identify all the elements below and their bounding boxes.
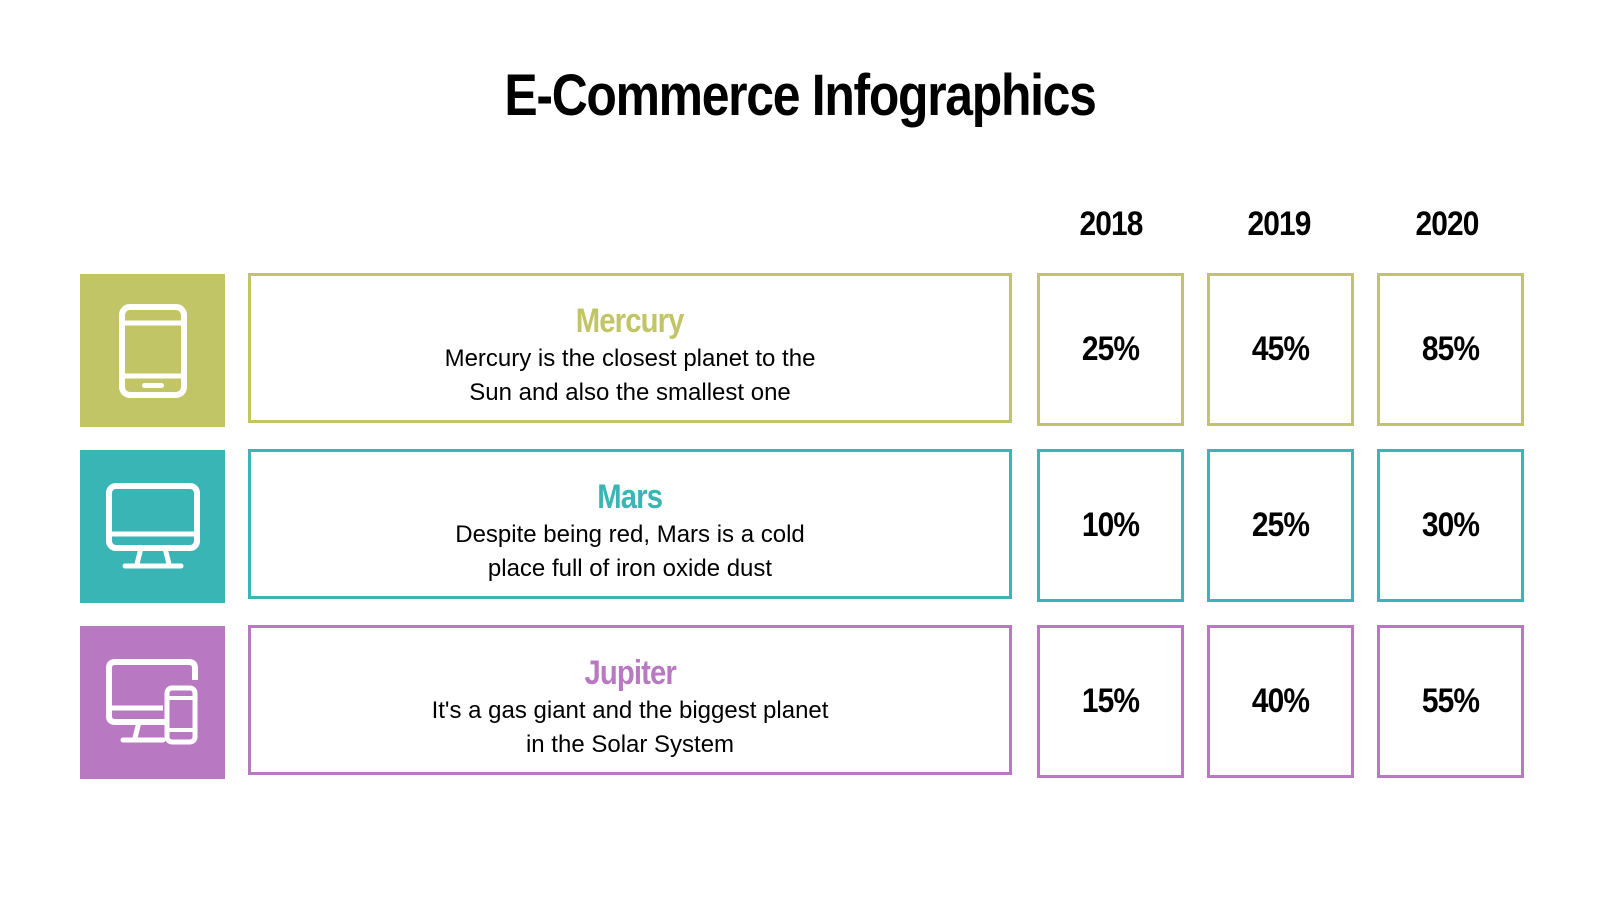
mercury-description-box: Mercury Mercury is the closest planet to… bbox=[248, 273, 1012, 423]
jupiter-value-2018: 15% bbox=[1037, 625, 1184, 778]
mars-value-2019: 25% bbox=[1207, 449, 1354, 602]
mars-description-line1: Despite being red, Mars is a cold bbox=[455, 521, 805, 548]
mars-description-line2: place full of iron oxide dust bbox=[487, 555, 773, 582]
jupiter-description-box: Jupiter It's a gas giant and the biggest… bbox=[248, 625, 1012, 775]
mercury-description-line2: Sun and also the smallest one bbox=[469, 379, 791, 406]
mars-value-2018: 10% bbox=[1037, 449, 1184, 602]
jupiter-title: Jupiter bbox=[584, 654, 676, 692]
year-header-2020: 2020 bbox=[1415, 205, 1479, 243]
desktop-monitor-icon bbox=[105, 482, 200, 568]
jupiter-description-line2: in the Solar System bbox=[525, 731, 735, 758]
mercury-value-2018: 25% bbox=[1037, 273, 1184, 426]
jupiter-value-2020: 55% bbox=[1377, 625, 1524, 778]
mars-title: Mars bbox=[597, 478, 664, 516]
mercury-value-2020: 85% bbox=[1377, 273, 1524, 426]
mars-value-2020: 30% bbox=[1377, 449, 1524, 602]
jupiter-value-2019: 40% bbox=[1207, 625, 1354, 778]
jupiter-description-line1: It's a gas giant and the biggest planet bbox=[431, 697, 829, 724]
mercury-title: Mercury bbox=[576, 302, 685, 340]
year-header-2018: 2018 bbox=[1079, 205, 1143, 243]
year-header-2019: 2019 bbox=[1247, 205, 1311, 243]
mars-description-box: Mars Despite being red, Mars is a cold p… bbox=[248, 449, 1012, 599]
tablet-icon bbox=[118, 303, 187, 398]
mercury-description-line1: Mercury is the closest planet to the bbox=[444, 345, 816, 372]
jupiter-icon-tile bbox=[80, 626, 225, 779]
mercury-value-2019: 45% bbox=[1207, 273, 1354, 426]
mercury-icon-tile bbox=[80, 274, 225, 427]
monitor-and-phone-icon bbox=[105, 658, 198, 744]
page-title: E-Commerce Infographics bbox=[504, 63, 1096, 128]
mars-icon-tile bbox=[80, 450, 225, 603]
